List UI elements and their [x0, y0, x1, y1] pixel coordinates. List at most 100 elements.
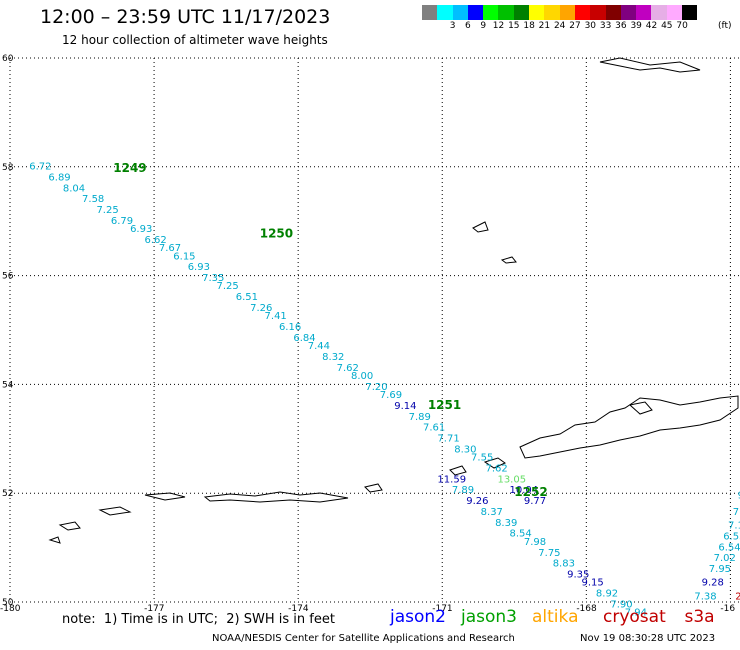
wave-height-label: 9.28 — [702, 578, 724, 589]
color-swatch — [467, 5, 484, 20]
color-scale-label: 45 — [661, 21, 673, 31]
color-scale-label: 15 — [508, 21, 520, 31]
wave-height-label: 7.38 — [694, 591, 716, 602]
grid-lines — [9, 57, 740, 603]
color-scale-label: 33 — [599, 21, 612, 31]
wave-height-label: 7.94 — [625, 608, 647, 619]
color-scale-label: 3 — [449, 21, 456, 31]
wave-height-label: 7.26 — [250, 303, 272, 314]
color-scale-unit: (ft) — [718, 21, 732, 31]
wave-height-label: 7. — [733, 507, 740, 518]
wave-height-label: 6.93 — [130, 224, 152, 235]
wave-height-label: 8.32 — [322, 352, 344, 363]
wave-height-label: 7.02 — [714, 553, 736, 564]
wave-height-label: 7.90 — [610, 599, 632, 610]
color-scale-label: 24 — [553, 21, 566, 31]
wave-height-label: 6.51 — [236, 292, 258, 303]
color-swatch — [590, 5, 606, 20]
wave-height-label: 6.62 — [144, 235, 166, 246]
color-swatch — [574, 5, 591, 20]
wave-height-label: 9.15 — [582, 578, 604, 589]
wave-height-label: 6.16 — [279, 322, 301, 333]
wave-height-label: 7.25 — [96, 205, 118, 216]
legend-cryosat: cryosat — [603, 607, 666, 627]
wave-height-label: 7.35 — [202, 273, 224, 284]
color-swatch — [513, 5, 530, 20]
color-scale-label: 36 — [615, 21, 627, 31]
color-swatch — [636, 5, 652, 20]
color-swatch — [559, 5, 575, 20]
lat-label: 52 — [2, 489, 13, 499]
lon-label: -174 — [288, 604, 309, 614]
lon-label: -16 — [720, 604, 735, 614]
lat-label: 60 — [2, 54, 14, 64]
legend-jason2: jason2 — [390, 607, 446, 627]
color-swatch — [544, 5, 560, 20]
wave-height-label: 8.83 — [553, 559, 575, 570]
color-swatch — [437, 5, 453, 20]
color-scale-label: 21 — [538, 21, 551, 31]
color-scale-label: 39 — [630, 21, 642, 31]
color-swatch — [620, 5, 637, 20]
wave-height-label: 10.04 — [509, 485, 538, 496]
legend-jason3: jason3 — [461, 607, 517, 627]
wave-height-label: 7.41 — [265, 311, 287, 322]
wave-height-label: 9.26 — [466, 496, 488, 507]
footer-note: note: 1) Time is in UTC; 2) SWH is in fe… — [62, 612, 335, 627]
color-swatch — [682, 5, 698, 20]
wave-height-label: 6.72 — [29, 162, 51, 173]
lat-label: 56 — [2, 272, 14, 282]
wave-height-label: 6.84 — [293, 333, 315, 344]
wave-height-label: 7.25 — [217, 281, 239, 292]
wave-height-label: 7.75 — [538, 548, 560, 559]
wave-height-label: 7.69 — [380, 390, 402, 401]
orbit-track-label: 1251 — [428, 398, 461, 412]
legend-altika: altika — [532, 607, 579, 627]
coastline — [48, 57, 739, 544]
page-subtitle: 12 hour collection of altimeter wave hei… — [62, 33, 328, 47]
wave-height-label: 6.89 — [48, 172, 70, 183]
color-swatch — [529, 5, 545, 20]
wave-height-label: 6.93 — [188, 262, 210, 273]
color-scale-label: 30 — [584, 21, 597, 31]
wave-height-label: 7.71 — [437, 434, 459, 445]
wave-height-label: 8.54 — [509, 529, 531, 540]
wave-height-label: 2 — [735, 591, 740, 602]
wave-height-label: 8.04 — [63, 183, 85, 194]
color-scale-label: 18 — [523, 21, 535, 31]
wave-height-label: 9 — [738, 491, 740, 502]
wave-height-label: 11.59 — [437, 474, 466, 485]
orbit-track-label: 1252 — [514, 485, 547, 499]
color-swatch — [422, 5, 438, 20]
color-swatch — [498, 5, 514, 20]
wave-height-label: 8.92 — [596, 589, 618, 600]
color-scale-label: 9 — [480, 21, 487, 31]
lon-label: -180 — [0, 604, 21, 614]
wave-height-label: 8.00 — [351, 371, 373, 382]
color-scale-label: 42 — [645, 21, 658, 31]
wave-height-label: 9.77 — [524, 496, 546, 507]
wave-height-label: 6.15 — [173, 251, 195, 262]
wave-height-label: 7.67 — [159, 243, 181, 254]
wave-height-label: 7.58 — [82, 194, 104, 205]
color-scale-label: 6 — [465, 21, 471, 31]
wave-height-label: 7.89 — [452, 485, 474, 496]
wave-height-label: 7.62 — [337, 363, 359, 374]
lon-label: -168 — [576, 604, 597, 614]
wave-height-label: 8.39 — [495, 518, 517, 529]
lat-label: 58 — [2, 163, 14, 173]
color-scale-bar — [422, 5, 698, 20]
orbit-track-label: 1250 — [260, 227, 293, 241]
color-scale-label: 12 — [492, 21, 505, 31]
wave-height-label: 6.53 — [723, 531, 740, 542]
color-scale-label: 27 — [569, 21, 581, 31]
wave-height-label: 8.30 — [454, 444, 476, 455]
wave-height-label: 7.98 — [524, 537, 546, 548]
color-scale-labels: 3 6 9 12 15 18 21 24 27 30 33 36 39 42 45 70 (ft) — [422, 21, 740, 33]
wave-height-label: 7.62 — [485, 463, 507, 474]
color-swatch — [452, 5, 468, 20]
wave-height-label: 7.61 — [423, 423, 445, 434]
wave-height-label: 9.14 — [394, 401, 416, 412]
